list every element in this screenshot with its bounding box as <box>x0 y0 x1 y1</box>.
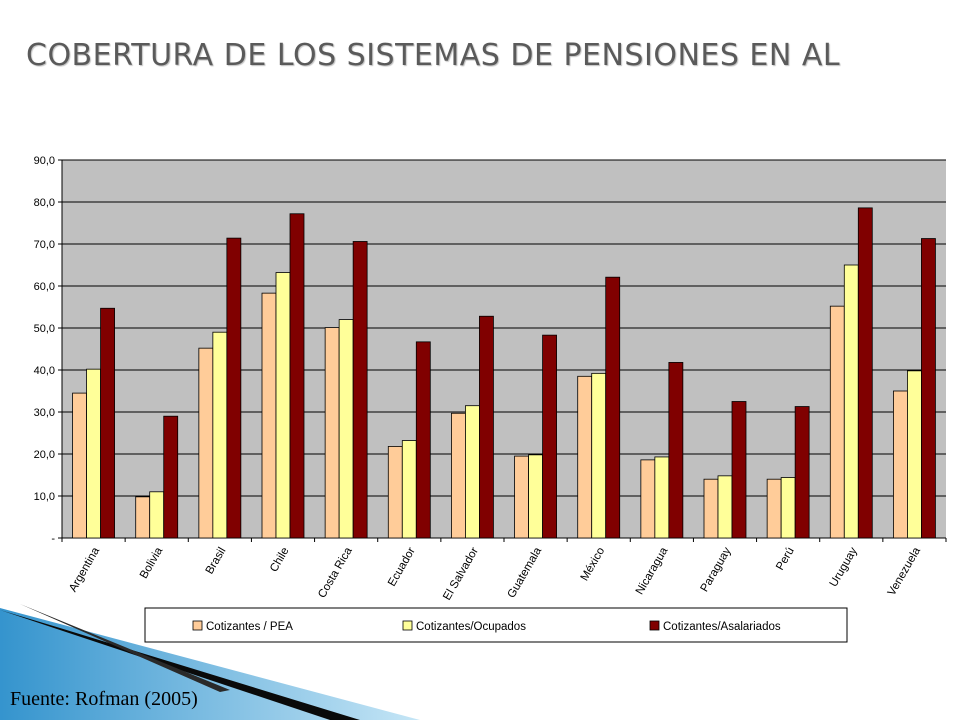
y-tick-label: 80,0 <box>34 197 55 209</box>
y-tick-label: 10,0 <box>34 491 55 503</box>
legend-swatch <box>192 620 203 631</box>
y-tick-label: 90,0 <box>34 155 55 167</box>
legend-swatch <box>402 620 413 631</box>
y-tick-label: 60,0 <box>34 281 55 293</box>
y-tick-label: 50,0 <box>34 323 55 335</box>
y-tick-label: 70,0 <box>34 239 55 251</box>
bar <box>605 276 621 539</box>
legend <box>144 607 848 643</box>
source-note: Fuente: Rofman (2005) <box>10 688 198 710</box>
bar <box>415 341 431 539</box>
bar <box>226 237 242 539</box>
bar <box>731 401 747 539</box>
bar <box>794 406 810 539</box>
y-tick-label: 20,0 <box>34 449 55 461</box>
legend-swatch <box>649 620 660 631</box>
bar <box>857 207 873 539</box>
y-tick-label: 30,0 <box>34 407 55 419</box>
y-tick-label: - <box>51 533 55 545</box>
bar <box>352 241 368 539</box>
bar <box>542 334 557 539</box>
bar <box>479 315 494 539</box>
legend-label: Cotizantes/Ocupados <box>416 621 526 633</box>
bar <box>921 238 936 539</box>
legend-label: Cotizantes/Asalariados <box>663 621 781 633</box>
bar <box>668 362 684 539</box>
bar <box>163 415 179 539</box>
bar <box>100 307 115 539</box>
slide-title: COBERTURA DE LOS SISTEMAS DE PENSIONES E… <box>26 38 841 73</box>
bar <box>289 213 305 539</box>
y-tick-label: 40,0 <box>34 365 55 377</box>
legend-label: Cotizantes / PEA <box>206 621 293 633</box>
